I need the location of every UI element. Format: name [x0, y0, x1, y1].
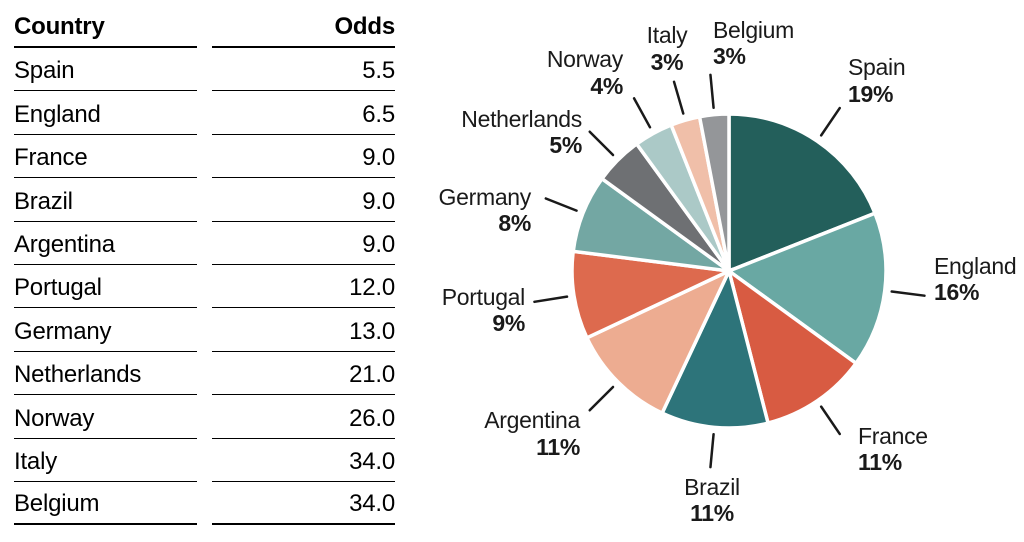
- table-cell-odds-netherlands: 21.0: [212, 352, 395, 396]
- table-cell-odds-france: 9.0: [212, 135, 395, 179]
- table-cell-country-spain: Spain: [14, 48, 197, 92]
- table-cell-odds-portugal: 12.0: [212, 265, 395, 309]
- table-cell-country-norway: Norway: [14, 395, 197, 439]
- table-cell-odds-norway: 26.0: [212, 395, 395, 439]
- slice-pct-belgium: 3%: [713, 43, 746, 69]
- leader-line-france: [819, 405, 841, 436]
- slice-label-belgium: Belgium: [713, 17, 794, 43]
- slice-pct-italy: 3%: [651, 49, 684, 75]
- slice-pct-germany: 8%: [498, 210, 531, 236]
- leader-line-brazil: [709, 433, 715, 469]
- leader-line-england: [890, 290, 926, 297]
- slice-pct-spain: 19%: [848, 81, 893, 107]
- slice-pct-brazil: 11%: [690, 500, 734, 526]
- pie-slice-brazil: [659, 265, 771, 430]
- table-cell-country-argentina: Argentina: [14, 222, 197, 265]
- slice-pct-netherlands: 5%: [549, 132, 582, 158]
- pie-slice-spain: [727, 112, 878, 274]
- column-header-country: Country: [14, 12, 197, 48]
- table-cell-odds-brazil: 9.0: [212, 178, 395, 222]
- slice-label-spain: Spain: [848, 54, 905, 80]
- leader-line-norway: [632, 97, 652, 129]
- slice-pct-england: 16%: [934, 279, 979, 305]
- table-cell-odds-england: 6.5: [212, 91, 395, 135]
- slice-pct-france: 11%: [858, 449, 902, 475]
- column-header-odds: Odds: [212, 12, 395, 48]
- table-cell-country-germany: Germany: [14, 308, 197, 352]
- slice-label-germany: Germany: [439, 184, 532, 210]
- table-cell-country-brazil: Brazil: [14, 178, 197, 222]
- slice-label-england: England: [934, 253, 1016, 279]
- leader-line-italy: [672, 80, 685, 115]
- table-cell-country-netherlands: Netherlands: [14, 352, 197, 396]
- slice-pct-argentina: 11%: [536, 434, 580, 460]
- leader-line-belgium: [709, 73, 715, 109]
- slice-label-brazil: Brazil: [684, 474, 740, 500]
- slice-label-italy: Italy: [647, 22, 688, 48]
- table-cell-odds-argentina: 9.0: [212, 222, 395, 265]
- table-cell-country-portugal: Portugal: [14, 265, 197, 309]
- slice-pct-portugal: 9%: [492, 310, 525, 336]
- table-cell-country-italy: Italy: [14, 439, 197, 482]
- table-cell-country-england: England: [14, 91, 197, 135]
- table-cell-country-france: France: [14, 135, 197, 179]
- table-cell-odds-italy: 34.0: [212, 439, 395, 482]
- slice-label-portugal: Portugal: [442, 284, 525, 310]
- slice-pct-norway: 4%: [590, 73, 623, 99]
- leader-line-germany: [544, 197, 578, 212]
- pie-slice-argentina: [584, 267, 733, 416]
- slice-label-argentina: Argentina: [484, 407, 580, 433]
- table-cell-odds-spain: 5.5: [212, 48, 395, 92]
- pie-slice-england: [725, 210, 888, 366]
- leader-line-netherlands: [588, 130, 615, 157]
- table-cell-odds-germany: 13.0: [212, 308, 395, 352]
- slice-label-france: France: [858, 423, 928, 449]
- pie-slice-belgium: [697, 112, 731, 272]
- slice-label-norway: Norway: [547, 46, 624, 72]
- leader-line-portugal: [533, 295, 569, 304]
- odds-table: Country Odds Spain 5.5 England 6.5 France 9.0 Br…: [14, 12, 395, 526]
- table-cell-country-belgium: Belgium: [14, 482, 197, 526]
- leader-line-spain: [819, 106, 841, 137]
- leader-line-argentina: [588, 385, 615, 412]
- pie-slice-france: [726, 266, 859, 426]
- slice-label-netherlands: Netherlands: [461, 106, 582, 132]
- table-cell-odds-belgium: 34.0: [212, 482, 395, 526]
